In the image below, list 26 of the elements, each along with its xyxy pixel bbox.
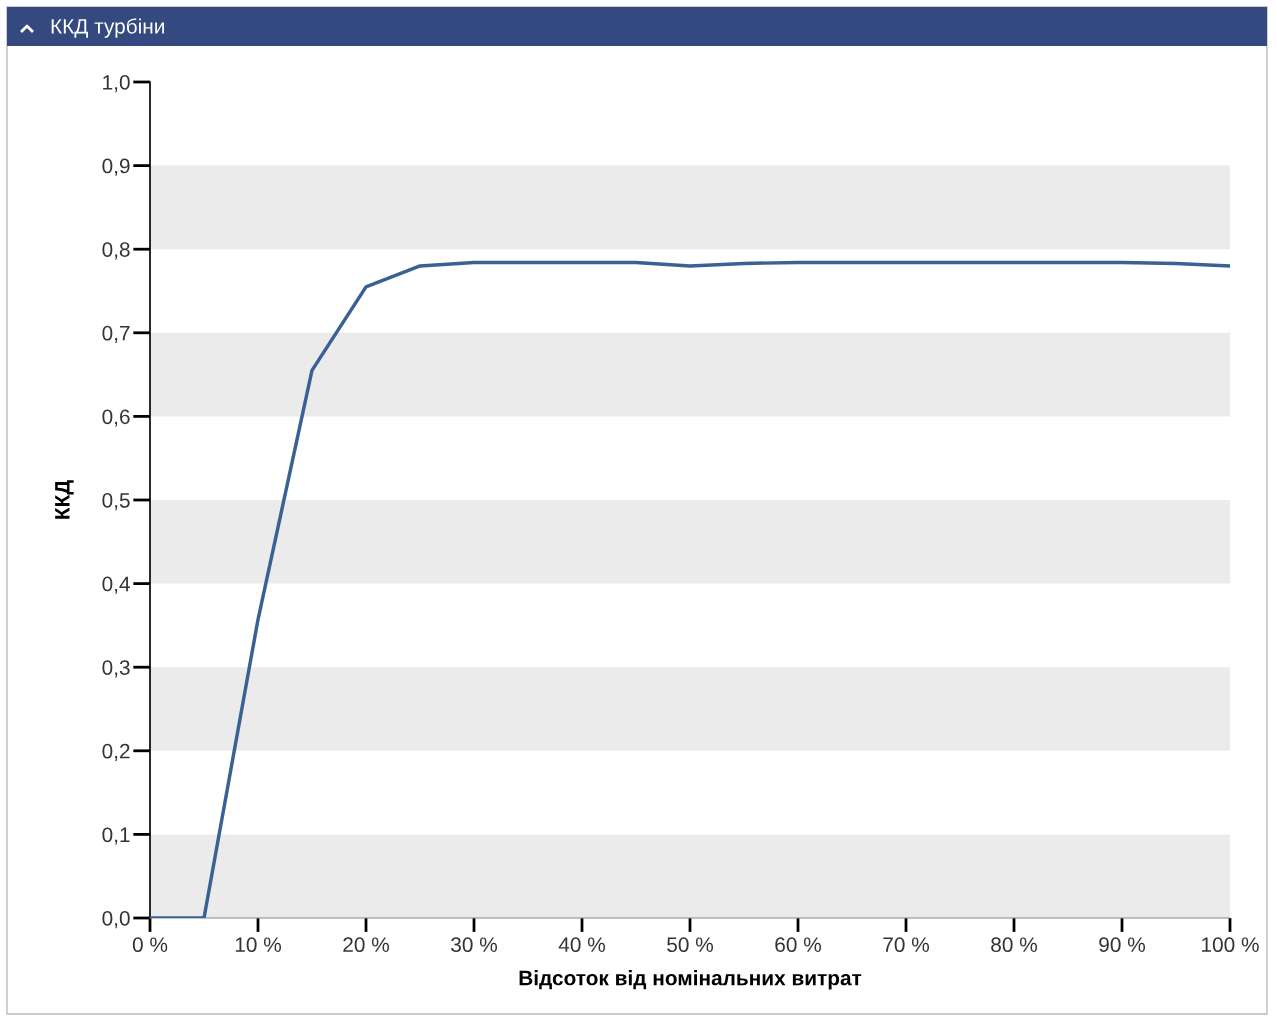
x-tick-label: 40 %	[558, 937, 605, 953]
x-tick-label: 90 %	[1099, 937, 1145, 953]
y-tick-label: 0,1	[102, 827, 130, 845]
x-tick-label: 80 %	[991, 937, 1037, 953]
y-axis-title: ККД	[55, 480, 74, 519]
x-tick-label: 100 %	[1202, 937, 1259, 953]
x-tick-label: 10 %	[235, 937, 281, 953]
y-tick-label: 0,4	[102, 576, 130, 594]
x-tick-label: 60 %	[775, 937, 821, 953]
x-tick-label: 50 %	[667, 937, 713, 953]
chart-title: ККД турбіни	[51, 18, 164, 38]
y-tick-label: 0,2	[102, 743, 130, 762]
line-series	[150, 260, 1230, 918]
x-tick-label: 30 %	[451, 937, 497, 953]
y-tick-label: 0,6	[102, 409, 130, 427]
y-tick-label: 1,0	[103, 75, 130, 93]
x-tick-label: 20 %	[343, 937, 389, 953]
y-tick-label: 0,0	[102, 911, 130, 929]
x-tick-label: 70 %	[883, 937, 929, 953]
y-tick-label: 0,3	[102, 660, 130, 678]
y-tick-label: 0,7	[102, 325, 130, 344]
y-tick-label: 0,5	[102, 493, 130, 511]
y-tick-label: 0,8	[102, 242, 130, 260]
x-axis-title: Відсоток від номінальних витрат	[519, 970, 862, 990]
x-tick-label: 0 %	[132, 937, 168, 953]
y-tick-label: 0,9	[102, 158, 130, 176]
